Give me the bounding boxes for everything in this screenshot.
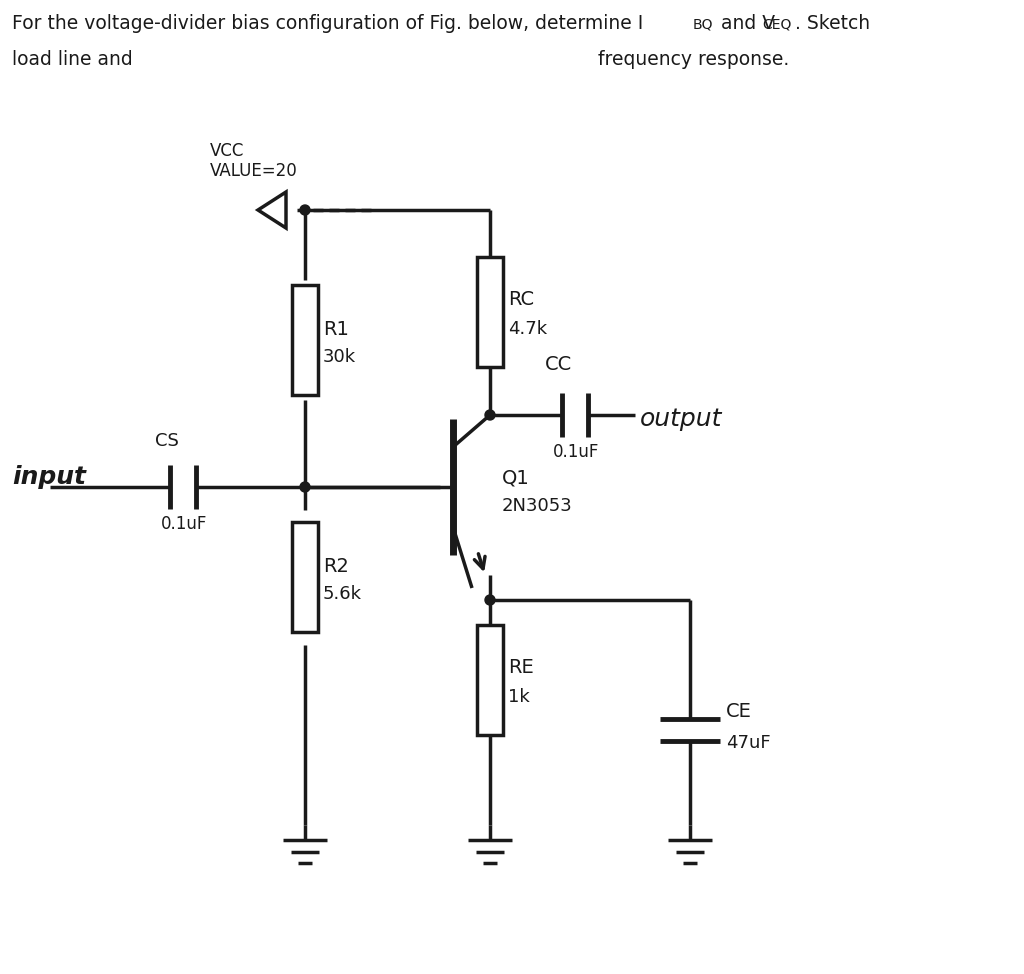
Bar — [292, 522, 318, 632]
Text: load line and: load line and — [12, 50, 133, 69]
Circle shape — [300, 205, 310, 215]
Bar — [477, 625, 503, 735]
Text: R2: R2 — [323, 557, 349, 576]
Text: 4.7k: 4.7k — [508, 320, 547, 338]
Text: 1k: 1k — [508, 688, 529, 706]
Text: 47uF: 47uF — [726, 734, 771, 752]
Text: input: input — [12, 465, 86, 489]
Text: RC: RC — [508, 290, 535, 309]
Text: BQ: BQ — [693, 18, 714, 32]
Text: output: output — [640, 407, 722, 431]
Text: . Sketch: . Sketch — [795, 14, 870, 33]
Text: For the voltage-divider bias configuration of Fig. below, determine I: For the voltage-divider bias configurati… — [12, 14, 643, 33]
Text: frequency response.: frequency response. — [598, 50, 790, 69]
Text: VCC: VCC — [210, 142, 245, 160]
Text: CE: CE — [726, 702, 752, 721]
Circle shape — [485, 410, 495, 420]
Text: 30k: 30k — [323, 348, 356, 366]
Text: CEQ: CEQ — [762, 18, 792, 32]
Text: 0.1uF: 0.1uF — [553, 443, 599, 461]
Circle shape — [300, 482, 310, 492]
Circle shape — [485, 595, 495, 605]
Text: CC: CC — [545, 355, 572, 374]
Bar — [292, 285, 318, 395]
Text: 2N3053: 2N3053 — [502, 497, 572, 515]
Text: R1: R1 — [323, 320, 349, 339]
Text: CS: CS — [155, 432, 179, 450]
Text: and V: and V — [715, 14, 775, 33]
Text: VALUE=20: VALUE=20 — [210, 162, 298, 180]
Text: 5.6k: 5.6k — [323, 585, 362, 603]
Text: RE: RE — [508, 658, 534, 677]
Text: Q1: Q1 — [502, 469, 529, 488]
Text: 0.1uF: 0.1uF — [161, 515, 208, 533]
Bar — [477, 257, 503, 367]
